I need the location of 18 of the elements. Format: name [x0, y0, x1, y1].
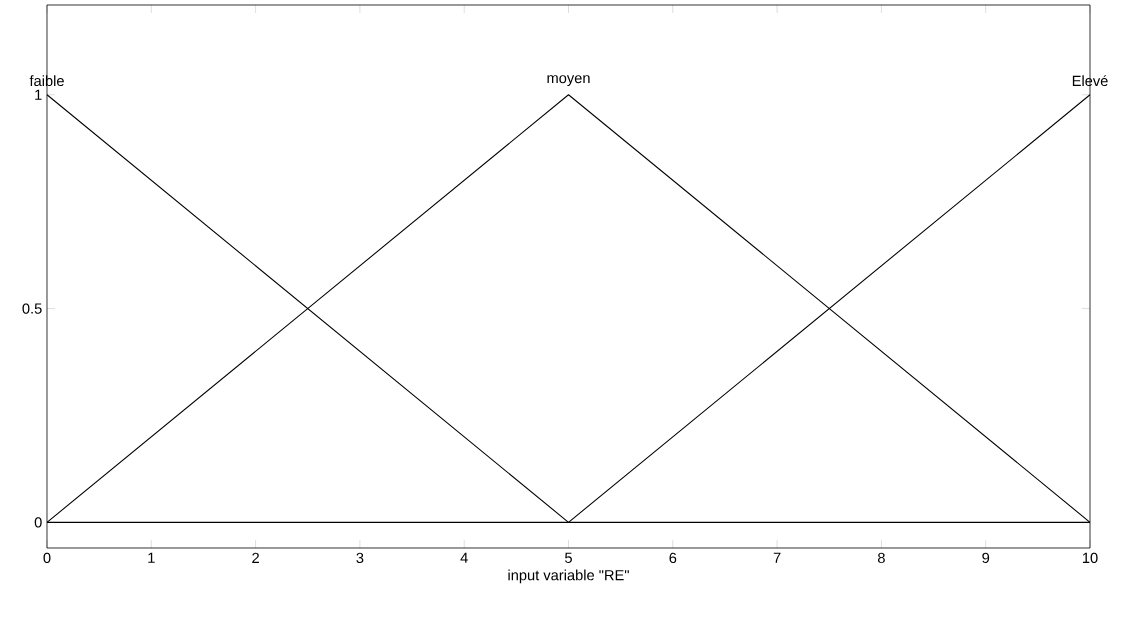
x-tick-label: 0 [43, 552, 51, 564]
x-tick-label: 5 [565, 552, 572, 563]
x-tick-label: 3 [356, 552, 364, 564]
y-tick-label: 0.5 [22, 303, 42, 314]
x-axis-title: input variable "RE" [508, 569, 629, 584]
y-tick-label: 0 [34, 517, 42, 528]
series-label: moyen [547, 75, 590, 87]
x-tick-label: 10 [1082, 552, 1098, 564]
x-tick-label: 4 [460, 552, 468, 563]
x-tick-label: 7 [773, 552, 781, 563]
x-tick-label: 2 [252, 552, 259, 563]
series-label: faible [29, 75, 64, 87]
x-tick-label: 6 [669, 552, 677, 564]
x-tick-label: 1 [148, 552, 155, 563]
series-label: Elevé [1072, 75, 1108, 87]
x-tick-label: 8 [877, 552, 885, 564]
x-tick-label: 9 [982, 552, 990, 564]
y-tick-label: 1 [35, 89, 42, 100]
